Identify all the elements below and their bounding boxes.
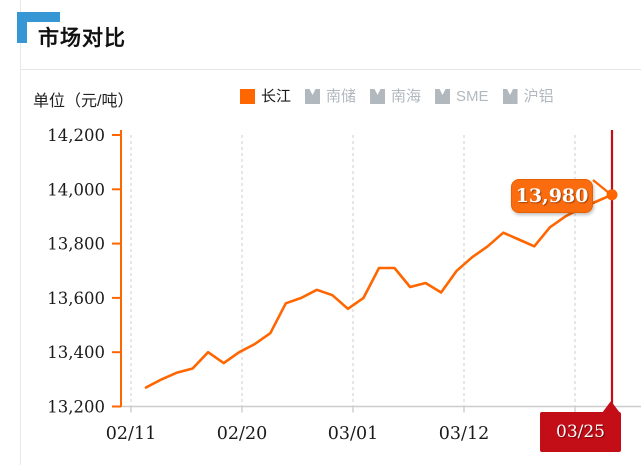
legend-item-1[interactable]: 南储 — [305, 89, 356, 104]
legend: 长江 南储 南海 SME 沪铝 — [240, 89, 568, 104]
legend-item-0[interactable]: 长江 — [240, 89, 291, 104]
x-tick-label: 02/20 — [217, 424, 267, 444]
y-tick-label: 13,200 — [47, 398, 105, 417]
title-divider — [20, 69, 641, 70]
title-corner-bracket-icon — [17, 12, 60, 22]
legend-label: 南储 — [326, 88, 357, 105]
legend-item-2[interactable]: 南海 — [370, 89, 421, 104]
title-corner-bracket-icon-vertical — [17, 12, 27, 43]
x-tick-label: 02/11 — [106, 424, 156, 444]
legend-swatch-inactive-icon — [435, 89, 451, 104]
legend-label: 南海 — [391, 88, 422, 105]
price-line — [144, 193, 614, 389]
axis-pointer-date-badge: 03/25 — [540, 412, 621, 452]
legend-label: 长江 — [261, 88, 292, 105]
y-tick-label: 13,600 — [47, 289, 105, 308]
y-tick-label: 14,200 — [47, 126, 105, 145]
last-point-dot — [606, 189, 618, 201]
price-tooltip-badge: 13,980 — [511, 179, 593, 213]
legend-label: 沪铝 — [523, 88, 554, 105]
legend-swatch-inactive-icon — [370, 89, 386, 104]
panel-left-border — [20, 0, 21, 465]
legend-swatch-inactive-icon — [305, 89, 321, 104]
y-tick-label: 14,000 — [47, 180, 105, 199]
axis-badge-notch — [602, 401, 620, 413]
x-tick-label: 03/01 — [328, 424, 378, 444]
x-tick-label: 03/12 — [439, 424, 489, 444]
legend-label: SME — [456, 88, 489, 105]
y-tick-label: 13,400 — [47, 343, 105, 362]
unit-label: 单位（元/吨） — [33, 93, 134, 110]
page-title: 市场对比 — [38, 27, 126, 50]
legend-swatch-inactive-icon — [502, 89, 518, 104]
y-tick-label: 13,800 — [47, 235, 105, 254]
legend-item-3[interactable]: SME — [435, 89, 489, 104]
legend-swatch-active-icon — [240, 89, 255, 104]
tooltip-leader-line — [592, 179, 610, 194]
legend-item-4[interactable]: 沪铝 — [502, 88, 554, 105]
